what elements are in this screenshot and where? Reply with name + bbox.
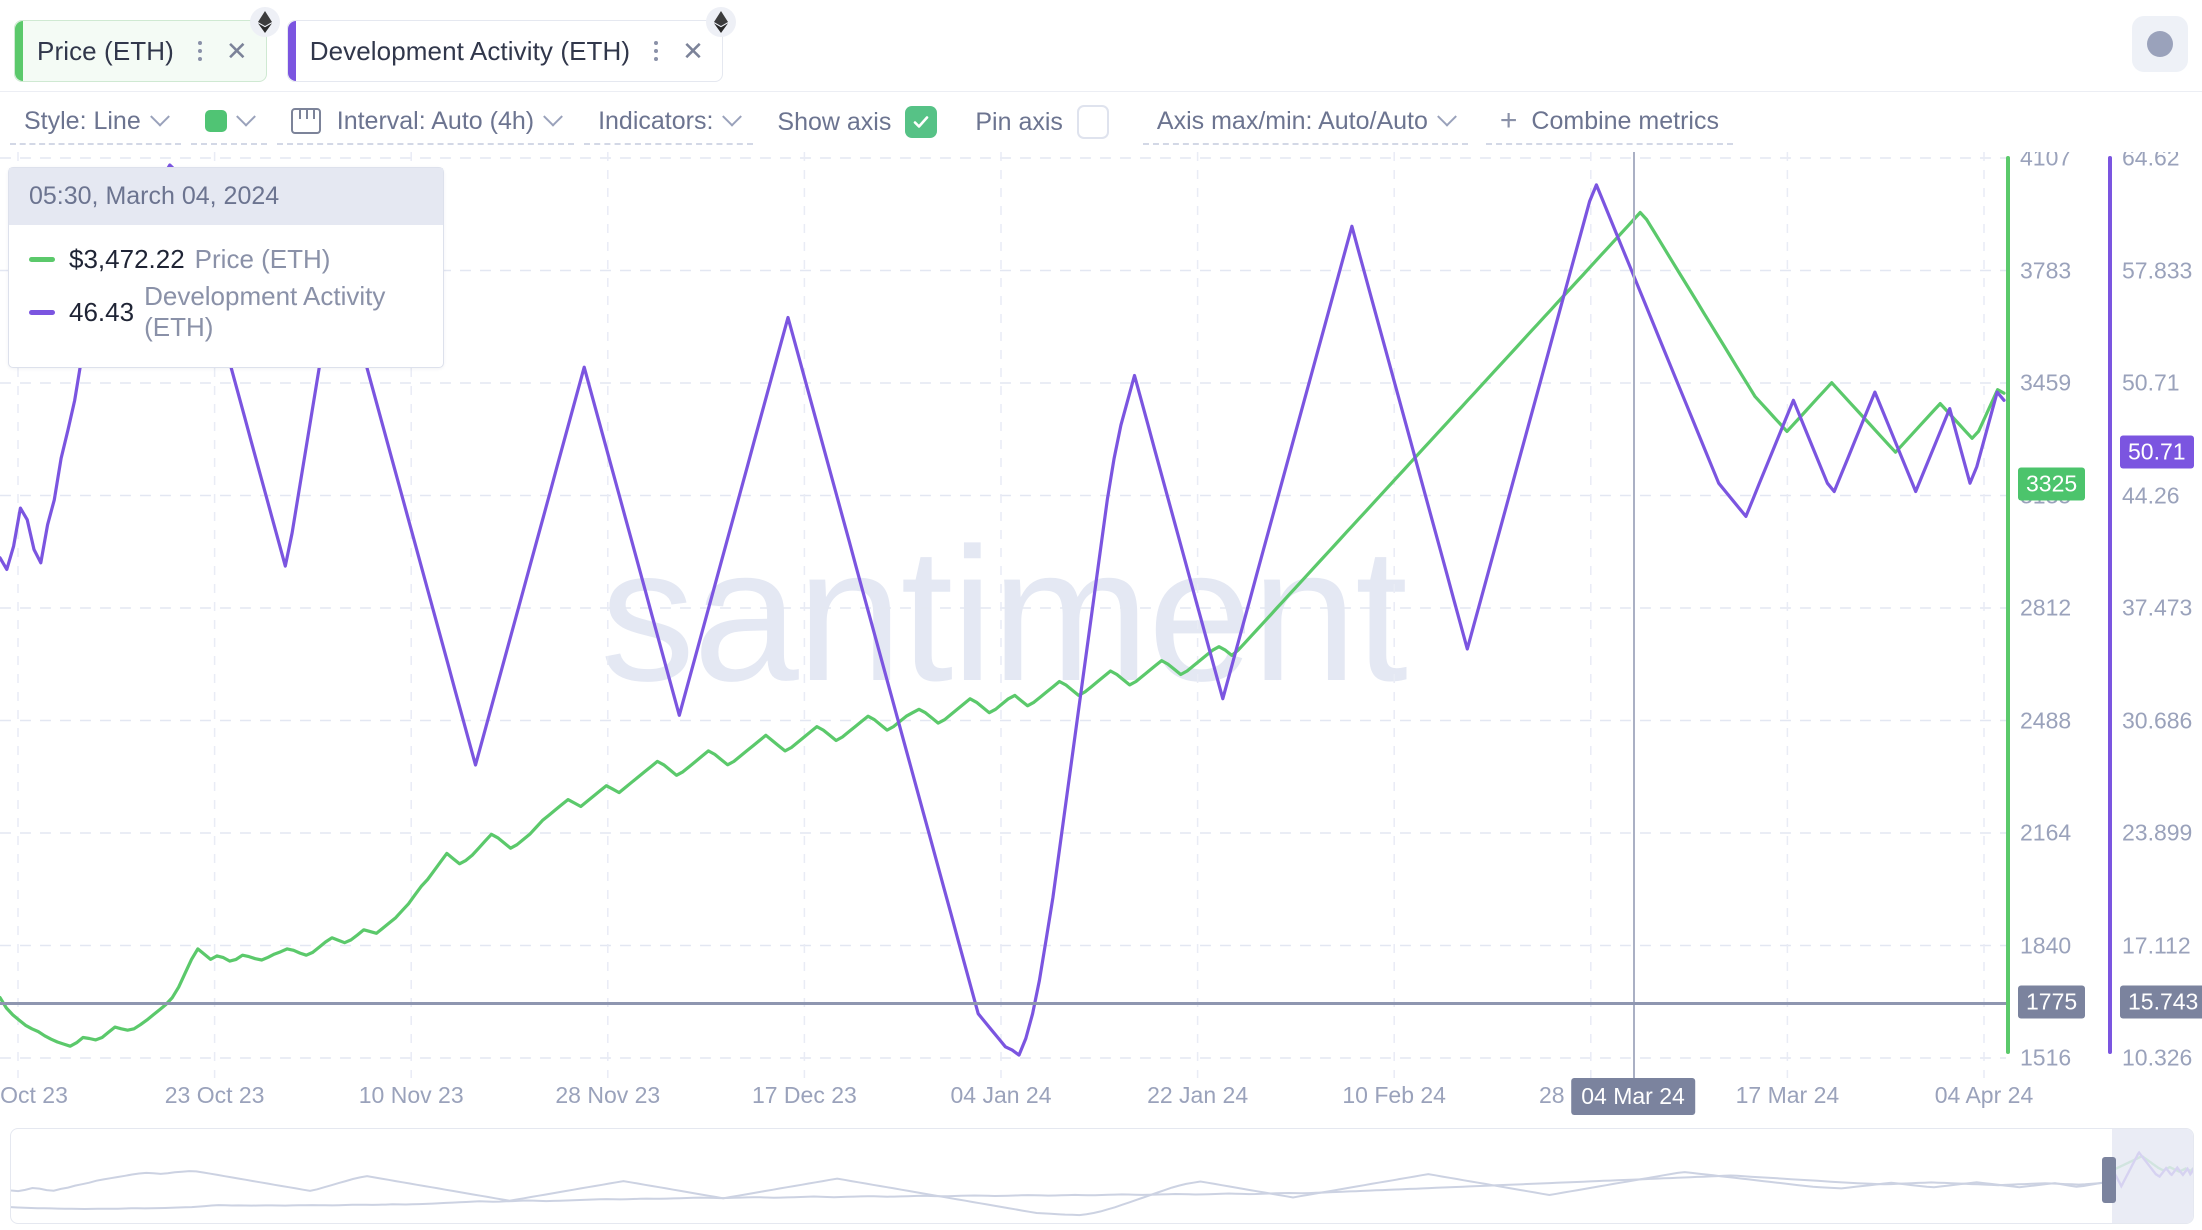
right-axes[interactable]: 41073783345931352812248821641840151664.6…	[2006, 152, 2202, 1078]
style-label: Style: Line	[24, 106, 141, 135]
tab-accent-bar	[15, 21, 23, 81]
axis-minmax-dropdown[interactable]: Axis max/min: Auto/Auto	[1142, 99, 1468, 145]
tooltip-value: 46.43	[69, 296, 135, 327]
dev-activity-axis-tick: 17.112	[2122, 932, 2191, 958]
chevron-down-icon	[235, 106, 256, 127]
crosshair-horizontal	[0, 1002, 2006, 1005]
chevron-down-icon	[1436, 106, 1457, 127]
navigator-selection[interactable]	[2112, 1129, 2193, 1223]
indicators-dropdown[interactable]: Indicators:	[584, 99, 754, 145]
x-axis: 04 Oct 23 23 Oct 23 10 Nov 23 28 Nov 23 17 D…	[0, 1078, 2202, 1122]
indicators-label: Indicators:	[598, 106, 714, 135]
series-color-dash	[29, 309, 55, 315]
price-axis-line	[2006, 156, 2010, 1054]
tab-label: Development Activity (ETH)	[309, 35, 631, 66]
x-axis-tick: 04 Oct 23	[0, 1082, 68, 1108]
interval-dropdown[interactable]: Interval: Auto (4h)	[276, 99, 575, 145]
show-axis-toggle[interactable]: Show axis	[763, 99, 951, 145]
plus-icon: +	[1499, 104, 1518, 137]
dev-activity-axis-tick: 44.26	[2122, 482, 2180, 508]
ethereum-icon	[705, 7, 736, 37]
x-axis-tick: 17 Dec 23	[751, 1082, 857, 1108]
metric-tabs: Price (ETH) ✕ Development Activity (ETH)…	[14, 7, 736, 82]
tooltip-timestamp: 05:30, March 04, 2024	[9, 168, 443, 225]
chevron-down-icon	[543, 106, 563, 127]
price-axis-tick: 2488	[2020, 707, 2072, 733]
dev-activity-axis-tick: 57.833	[2122, 257, 2193, 283]
axis-minmax-label: Axis max/min: Auto/Auto	[1156, 106, 1428, 135]
style-dropdown[interactable]: Style: Line	[10, 99, 181, 145]
x-axis-tick: 10 Nov 23	[358, 1082, 464, 1108]
price-axis-tick: 3459	[2020, 369, 2072, 396]
dev-activity-axis-tick: 23.899	[2122, 819, 2193, 846]
tooltip-series-name: Price (ETH)	[194, 244, 331, 274]
color-swatch	[204, 110, 227, 132]
account-avatar-icon[interactable]	[2132, 16, 2188, 72]
kebab-menu-icon[interactable]	[196, 41, 204, 61]
crosshair-date-badge: 04 Mar 24	[1571, 1078, 1695, 1115]
price-axis-tick: 1516	[2020, 1044, 2072, 1071]
pin-axis-toggle[interactable]: Pin axis	[961, 99, 1123, 145]
x-axis-tick: 23 Oct 23	[164, 1082, 265, 1108]
dev-activity-crosshair-value-badge: 15.743	[2120, 985, 2202, 1019]
tooltip-row: $3,472.22 Price (ETH)	[29, 244, 423, 275]
avatar	[2147, 31, 2173, 57]
dev-activity-axis-tick: 50.71	[2122, 369, 2180, 396]
price-axis-tick: 3783	[2020, 257, 2072, 283]
x-axis-tick: 17 Mar 24	[1735, 1082, 1840, 1108]
price-axis-tick: 2164	[2020, 819, 2072, 846]
checkbox-checked-icon[interactable]	[905, 106, 938, 138]
dev-activity-current-value-badge: 50.71	[2120, 435, 2194, 469]
navigator-preview	[11, 1150, 2193, 1217]
dev-activity-axis-tick: 37.473	[2122, 594, 2193, 621]
tooltip-series-name: Development Activity (ETH)	[144, 281, 386, 342]
tooltip-value: $3,472.22	[69, 244, 185, 274]
crosshair-vertical	[1633, 152, 1635, 1078]
chart-tooltip: 05:30, March 04, 2024 $3,472.22 Price (E…	[8, 167, 444, 368]
chart-toolbar: Style: Line Interval: Auto (4h) Indicato…	[0, 92, 2202, 152]
close-icon[interactable]: ✕	[225, 36, 248, 66]
tab-price-eth[interactable]: Price (ETH) ✕	[14, 7, 280, 82]
tab-label: Price (ETH)	[37, 35, 174, 66]
dev-activity-axis-tick: 10.326	[2122, 1044, 2193, 1071]
tab-accent-bar	[287, 21, 296, 81]
tooltip-values: $3,472.22 Price (ETH) 46.43 Development …	[9, 225, 443, 367]
ruler-icon	[290, 108, 321, 134]
interval-label: Interval: Auto (4h)	[336, 106, 535, 135]
show-axis-label: Show axis	[777, 107, 892, 136]
x-axis-tick: 10 Feb 24	[1342, 1082, 1446, 1108]
x-axis-tick: 22 Jan 24	[1147, 1082, 1249, 1108]
ethereum-icon	[249, 7, 280, 37]
combine-metrics-button[interactable]: + Combine metrics	[1485, 99, 1733, 145]
tab-development-activity-eth[interactable]: Development Activity (ETH) ✕	[286, 7, 736, 82]
close-icon[interactable]: ✕	[682, 36, 704, 66]
x-axis-tick: 28 Nov 23	[555, 1082, 661, 1108]
x-axis-tick: 04 Jan 24	[950, 1082, 1052, 1108]
price-axis-tick: 2812	[2020, 594, 2072, 621]
color-dropdown[interactable]	[190, 99, 267, 145]
series-color-dash	[29, 257, 55, 262]
dev-activity-axis-line	[2108, 156, 2112, 1054]
chevron-down-icon	[149, 106, 170, 127]
top-bar: Price (ETH) ✕ Development Activity (ETH)…	[0, 0, 2202, 92]
checkbox-unchecked-icon[interactable]	[1076, 105, 1109, 139]
price-crosshair-value-badge: 1775	[2018, 985, 2086, 1019]
price-current-value-badge: 3325	[2018, 467, 2086, 501]
dev-activity-axis-tick: 64.62	[2122, 152, 2180, 171]
price-axis-tick: 1840	[2020, 932, 2072, 958]
tooltip-row: 46.43 Development Activity (ETH)	[29, 281, 423, 343]
range-handle-icon[interactable]	[2102, 1157, 2116, 1203]
pin-axis-label: Pin axis	[975, 107, 1063, 136]
range-navigator[interactable]	[10, 1128, 2194, 1224]
chevron-down-icon	[722, 106, 743, 127]
x-axis-tick: 04 Apr 24	[1934, 1082, 2034, 1108]
combine-metrics-label: Combine metrics	[1531, 106, 1719, 135]
chart-gridlines	[0, 152, 2006, 1078]
dev-activity-axis-tick: 30.686	[2122, 707, 2193, 733]
price-axis-tick: 4107	[2020, 152, 2072, 171]
kebab-menu-icon[interactable]	[652, 41, 660, 61]
